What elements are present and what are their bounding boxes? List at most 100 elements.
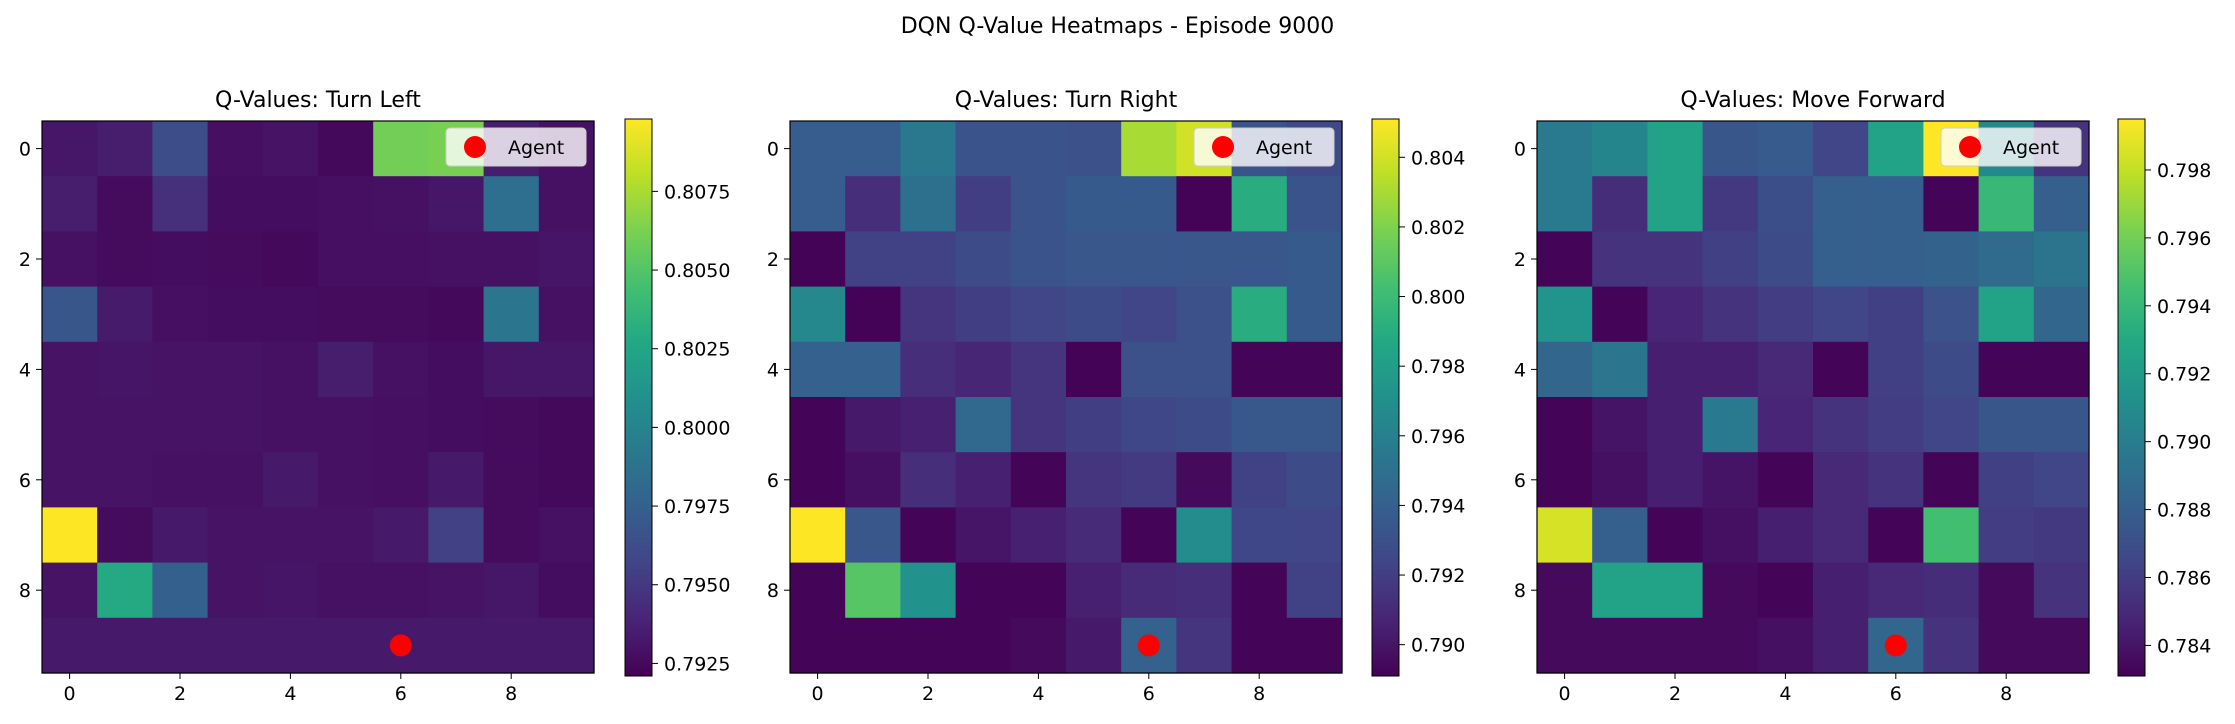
heatmap-cell	[97, 507, 153, 564]
heatmap-cell	[152, 562, 209, 619]
heatmap-cell	[1647, 121, 1704, 177]
heatmap-cell	[318, 176, 374, 232]
y-tick-label: 6	[767, 470, 779, 492]
heatmap-cell	[1868, 341, 1924, 398]
heatmap-cell	[483, 562, 540, 619]
heatmap-cell	[1231, 507, 1288, 564]
heatmap-cell	[1757, 231, 1814, 288]
heatmap-cell	[1757, 562, 1814, 619]
heatmap-cell	[1286, 452, 1343, 508]
heatmap-cell	[2033, 562, 2090, 619]
heatmap-cell	[845, 397, 901, 453]
colorbar-tick-label: 0.7975	[664, 496, 730, 518]
colorbar-tick-label: 0.8025	[664, 339, 730, 361]
heatmap-cell	[1757, 176, 1814, 232]
colorbar-frame	[624, 118, 653, 677]
heatmap-cell	[1647, 286, 1704, 343]
heatmap-cell	[152, 617, 209, 674]
heatmap-cell	[428, 341, 485, 398]
heatmap-cell	[1066, 562, 1122, 619]
heatmap-cell	[42, 231, 98, 288]
colorbar-tick-label: 0.802	[1411, 217, 1465, 239]
heatmap-cells	[42, 121, 595, 674]
heatmap-cell	[900, 341, 957, 398]
heatmap-cell	[483, 507, 540, 564]
heatmap-cell	[1592, 507, 1648, 564]
heatmap-cell	[900, 397, 957, 453]
heatmap-cell	[900, 507, 957, 564]
agent-marker	[1137, 634, 1160, 657]
heatmap-cell	[790, 452, 846, 508]
heatmap-cell	[1702, 286, 1759, 343]
x-tick-label: 4	[284, 683, 296, 705]
heatmap-cell	[1978, 617, 2035, 674]
heatmap-cell	[428, 231, 485, 288]
colorbar-tick-label: 0.7950	[664, 575, 730, 597]
heatmap-cell	[1647, 452, 1704, 508]
heatmap-cell	[1813, 231, 1869, 288]
heatmap-cell	[1231, 341, 1288, 398]
legend: Agent	[445, 127, 587, 167]
heatmap-cell	[97, 286, 153, 343]
heatmap-cell	[428, 617, 485, 674]
colorbar-tick-label: 0.804	[1411, 147, 1465, 169]
heatmap-cell	[373, 507, 429, 564]
heatmap-cell	[1286, 562, 1343, 619]
legend-label: Agent	[2003, 137, 2059, 159]
heatmap-cell	[1923, 286, 1980, 343]
heatmap-cell	[900, 562, 957, 619]
heatmap-cell	[955, 397, 1012, 453]
heatmap-cell	[262, 507, 319, 564]
heatmap-cell	[955, 231, 1012, 288]
heatmap-cell	[1121, 562, 1177, 619]
heatmap-cell	[1647, 397, 1704, 453]
heatmap-cell	[262, 286, 319, 343]
heatmap-cell	[1702, 341, 1759, 398]
x-tick-label: 8	[505, 683, 517, 705]
heatmap-cell	[262, 231, 319, 288]
colorbar-gradient	[2118, 119, 2145, 676]
legend: Agent	[1193, 127, 1335, 167]
heatmap-cell	[1010, 397, 1067, 453]
heatmap-cell	[152, 121, 209, 177]
heatmap-cell	[1647, 507, 1704, 564]
axes-frame	[789, 120, 1343, 674]
colorbar-tick-label: 0.8075	[664, 181, 730, 203]
heatmap-cell	[1176, 286, 1233, 343]
heatmap-cell	[97, 341, 153, 398]
heatmap-panel-3: Q-Values: Move Forward 0 2 4 6 8 0 2 4 6 8 Agent 0.7…	[1514, 88, 2212, 705]
heatmap-cell	[845, 452, 901, 508]
heatmap-cell	[1231, 176, 1288, 232]
heatmap-cell	[1537, 397, 1593, 453]
heatmap-cell	[1702, 176, 1759, 232]
heatmap-cell	[207, 562, 264, 619]
heatmap-cell	[1923, 617, 1980, 674]
heatmap-cell	[1592, 397, 1648, 453]
heatmap-cell	[1592, 562, 1648, 619]
heatmap-cell	[152, 286, 209, 343]
heatmap-cell	[207, 507, 264, 564]
heatmap-cell	[2033, 397, 2090, 453]
heatmap-cell	[1647, 341, 1704, 398]
colorbar-tick-label: 0.8000	[664, 417, 730, 439]
heatmap-cell	[900, 176, 957, 232]
heatmap-cell	[955, 562, 1012, 619]
heatmap-cell	[1231, 231, 1288, 288]
heatmap-cell	[1757, 286, 1814, 343]
y-tick-label: 2	[19, 249, 31, 271]
y-tick-label: 8	[1514, 580, 1526, 602]
colorbar-tick-label: 0.798	[1411, 356, 1465, 378]
heatmap-cell	[373, 397, 429, 453]
colorbar: 0.7925 0.7950 0.7975 0.8000 0.8025 0.8050 0.80…	[624, 118, 730, 677]
colorbar-tick-label: 0.788	[2157, 500, 2211, 522]
heatmap-cell	[42, 562, 98, 619]
heatmap-cell	[955, 452, 1012, 508]
heatmap-cell	[1537, 562, 1593, 619]
heatmap-cell	[152, 397, 209, 453]
heatmap-cell	[1592, 231, 1648, 288]
heatmap-cell	[1176, 341, 1233, 398]
heatmap-cell	[207, 231, 264, 288]
heatmap-cell	[318, 617, 374, 674]
heatmap-cell	[1537, 452, 1593, 508]
heatmap-cell	[538, 452, 595, 508]
